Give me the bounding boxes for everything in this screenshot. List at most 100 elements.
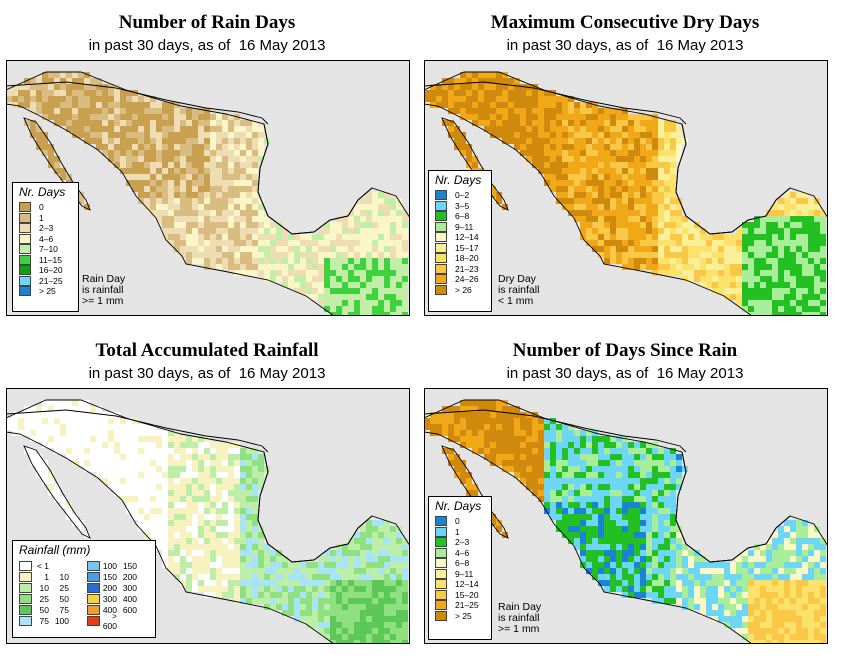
legend-swatch xyxy=(435,232,447,243)
grid-cell xyxy=(592,198,598,204)
grid-cell xyxy=(258,222,264,228)
grid-cell xyxy=(348,228,354,234)
grid-cell xyxy=(126,90,132,96)
grid-cell xyxy=(610,150,616,156)
grid-cell xyxy=(252,454,258,460)
grid-cell xyxy=(390,640,396,644)
grid-cell xyxy=(610,228,616,234)
grid-cell xyxy=(586,162,592,168)
grid-cell xyxy=(48,418,54,424)
grid-cell xyxy=(336,246,342,252)
grid-cell xyxy=(162,222,168,228)
grid-cell xyxy=(162,544,168,550)
grid-cell xyxy=(550,120,556,126)
grid-cell xyxy=(622,186,628,192)
grid-cell xyxy=(246,484,252,490)
grid-cell xyxy=(640,460,646,466)
grid-cell xyxy=(270,598,276,604)
grid-cell xyxy=(484,436,490,442)
grid-cell xyxy=(640,514,646,520)
grid-cell xyxy=(652,460,658,466)
grid-cell xyxy=(192,210,198,216)
grid-cell xyxy=(138,96,144,102)
grid-cell xyxy=(730,282,736,288)
grid-cell xyxy=(138,478,144,484)
grid-cell xyxy=(312,610,318,616)
grid-cell xyxy=(120,102,126,108)
grid-cell xyxy=(676,204,682,210)
grid-cell xyxy=(222,496,228,502)
grid-cell xyxy=(84,454,90,460)
grid-cell xyxy=(336,616,342,622)
grid-cell xyxy=(778,252,784,258)
grid-cell xyxy=(192,556,198,562)
grid-cell xyxy=(670,150,676,156)
grid-cell xyxy=(592,210,598,216)
grid-cell xyxy=(676,198,682,204)
grid-cell xyxy=(330,598,336,604)
grid-cell xyxy=(186,108,192,114)
grid-cell xyxy=(604,574,610,580)
gulf-coastline xyxy=(675,123,791,235)
grid-cell xyxy=(616,210,622,216)
grid-cell xyxy=(664,186,670,192)
grid-cell xyxy=(252,580,258,586)
grid-cell xyxy=(324,574,330,580)
grid-cell xyxy=(366,276,372,282)
grid-cell xyxy=(526,448,532,454)
grid-cell xyxy=(90,442,96,448)
grid-cell xyxy=(120,496,126,502)
grid-cell xyxy=(276,258,282,264)
grid-cell xyxy=(814,234,820,240)
grid-cell xyxy=(778,246,784,252)
grid-cell xyxy=(102,120,108,126)
grid-cell xyxy=(796,204,802,210)
grid-cell xyxy=(562,132,568,138)
grid-cell xyxy=(748,282,754,288)
grid-cell xyxy=(736,622,742,628)
grid-cell xyxy=(282,252,288,258)
grid-cell xyxy=(634,144,640,150)
grid-cell xyxy=(360,300,366,306)
grid-cell xyxy=(360,222,366,228)
legend-entry: 75 100 xyxy=(13,615,81,626)
grid-cell xyxy=(814,622,820,628)
grid-cell xyxy=(222,222,228,228)
grid-cell xyxy=(790,210,796,216)
grid-cell xyxy=(730,574,736,580)
grid-cell xyxy=(138,496,144,502)
subtitle-prefix: in past 30 days, as of xyxy=(506,365,649,382)
grid-cell xyxy=(168,174,174,180)
grid-cell xyxy=(562,204,568,210)
grid-cell xyxy=(472,108,478,114)
grid-cell xyxy=(168,514,174,520)
grid-cell xyxy=(622,144,628,150)
grid-cell xyxy=(252,138,258,144)
grid-cell xyxy=(186,490,192,496)
grid-cell xyxy=(228,550,234,556)
grid-cell xyxy=(514,412,520,418)
grid-cell xyxy=(682,222,688,228)
grid-cell xyxy=(598,144,604,150)
grid-cell xyxy=(354,264,360,270)
grid-cell xyxy=(538,108,544,114)
legend-range-high: 25 xyxy=(59,582,69,593)
grid-cell xyxy=(354,216,360,222)
grid-cell xyxy=(718,610,724,616)
grid-cell xyxy=(526,96,532,102)
grid-cell xyxy=(390,592,396,598)
legend-label: 6–8 xyxy=(455,558,470,569)
grid-cell xyxy=(544,418,550,424)
grid-cell xyxy=(574,442,580,448)
grid-cell xyxy=(234,490,240,496)
grid-cell xyxy=(814,240,820,246)
grid-cell xyxy=(348,240,354,246)
grid-cell xyxy=(78,96,84,102)
grid-cell xyxy=(706,580,712,586)
grid-cell xyxy=(66,78,72,84)
grid-cell xyxy=(556,430,562,436)
grid-cell xyxy=(396,586,402,592)
grid-cell xyxy=(466,412,472,418)
grid-cell xyxy=(150,478,156,484)
grid-cell xyxy=(42,430,48,436)
